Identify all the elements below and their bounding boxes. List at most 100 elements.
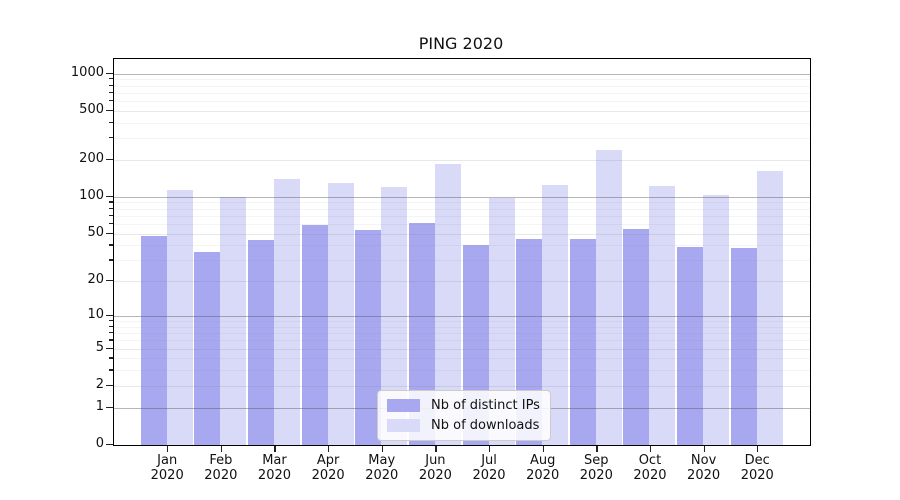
y-minor-tick-40 bbox=[109, 244, 113, 246]
y-tick-label-5: 5 bbox=[95, 339, 104, 355]
bar-sep-downloads bbox=[595, 150, 622, 445]
x-tick-label-feb: Feb 2020 bbox=[204, 453, 238, 483]
x-tick-label-apr: Apr 2020 bbox=[311, 453, 345, 483]
bar-nov-downloads bbox=[703, 194, 730, 445]
gridline-minor-400 bbox=[114, 122, 810, 124]
bar-feb-distinct-ips bbox=[194, 252, 221, 445]
y-minor-tick-60 bbox=[109, 222, 113, 225]
x-tick-mark-9 bbox=[596, 446, 598, 452]
y-tick-mark-500 bbox=[106, 109, 113, 111]
x-tick-label-jul: Jul 2020 bbox=[472, 453, 506, 483]
gridline-minor-80 bbox=[114, 208, 810, 210]
bar-oct-downloads bbox=[649, 185, 676, 445]
plot-area: Nb of distinct IPs Nb of downloads bbox=[113, 58, 811, 446]
y-tick-label-0: 0 bbox=[95, 436, 104, 451]
y-tick-label-1000: 1000 bbox=[70, 64, 104, 80]
gridline-minor-6 bbox=[114, 340, 810, 342]
y-minor-tick-400 bbox=[109, 121, 113, 123]
gridline-minor-7 bbox=[114, 333, 810, 335]
y-tick-mark-1000 bbox=[106, 72, 113, 74]
y-tick-label-200: 200 bbox=[79, 150, 104, 166]
y-tick-mark-2 bbox=[106, 384, 113, 387]
bar-dec-distinct-ips bbox=[730, 248, 757, 445]
gridline-minor-70 bbox=[114, 215, 810, 217]
y-minor-tick-8 bbox=[109, 325, 113, 328]
gridline-minor-40 bbox=[114, 245, 810, 247]
x-tick-mark-4 bbox=[328, 446, 330, 452]
bar-dec-downloads bbox=[756, 171, 783, 445]
x-tick-mark-1 bbox=[167, 446, 169, 452]
y-tick-label-500: 500 bbox=[79, 101, 104, 117]
legend-swatch-downloads bbox=[387, 419, 420, 432]
legend-label-downloads: Nb of downloads bbox=[431, 418, 540, 433]
y-minor-tick-600 bbox=[109, 99, 113, 102]
legend-label-distinct-ips: Nb of distinct IPs bbox=[431, 398, 540, 413]
gridline-minor-700 bbox=[114, 92, 810, 94]
x-tick-label-nov: Nov 2020 bbox=[687, 453, 721, 483]
x-tick-label-jan: Jan 2020 bbox=[150, 453, 184, 483]
gridline-200 bbox=[114, 159, 810, 161]
y-minor-tick-7 bbox=[109, 332, 113, 334]
y-minor-tick-700 bbox=[109, 91, 113, 93]
x-tick-mark-7 bbox=[489, 446, 491, 452]
y-tick-label-10: 10 bbox=[87, 307, 104, 323]
bar-apr-distinct-ips bbox=[301, 224, 328, 445]
gridline-5 bbox=[114, 348, 810, 350]
bar-mar-downloads bbox=[273, 178, 300, 445]
bar-oct-distinct-ips bbox=[623, 228, 650, 445]
gridline-10 bbox=[114, 316, 810, 318]
bar-may-distinct-ips bbox=[355, 229, 382, 445]
x-tick-label-sep: Sep 2020 bbox=[579, 453, 613, 483]
chart-title: PING 2020 bbox=[418, 34, 504, 53]
gridline-minor-800 bbox=[114, 85, 810, 87]
x-tick-label-mar: Mar 2020 bbox=[257, 453, 292, 483]
gridline-2 bbox=[114, 385, 810, 387]
bar-jan-downloads bbox=[166, 190, 193, 445]
x-tick-label-oct: Oct 2020 bbox=[633, 453, 667, 483]
y-tick-label-50: 50 bbox=[87, 224, 104, 240]
x-tick-mark-2 bbox=[220, 446, 223, 452]
gridline-minor-9 bbox=[114, 321, 810, 323]
x-tick-label-dec: Dec 2020 bbox=[740, 453, 774, 483]
gridline-minor-90 bbox=[114, 202, 810, 204]
y-minor-tick-800 bbox=[109, 84, 113, 86]
gridline-20 bbox=[114, 281, 810, 283]
x-tick-mark-11 bbox=[703, 446, 705, 452]
y-minor-tick-30 bbox=[109, 259, 113, 261]
legend-swatch-distinct-ips bbox=[387, 399, 420, 412]
y-tick-label-2: 2 bbox=[95, 376, 104, 392]
y-minor-tick-6 bbox=[109, 339, 113, 341]
bar-nov-distinct-ips bbox=[677, 246, 704, 445]
gridline-minor-300 bbox=[114, 138, 810, 140]
y-minor-tick-3 bbox=[109, 369, 113, 371]
x-tick-mark-8 bbox=[542, 446, 544, 452]
legend: Nb of distinct IPs Nb of downloads bbox=[377, 390, 551, 441]
y-tick-mark-50 bbox=[106, 232, 113, 234]
gridline-minor-600 bbox=[114, 100, 810, 102]
y-tick-mark-10 bbox=[106, 315, 113, 317]
gridline-minor-4 bbox=[114, 358, 810, 360]
x-tick-mark-6 bbox=[435, 446, 437, 452]
gridline-minor-3 bbox=[114, 370, 810, 372]
gridline-minor-60 bbox=[114, 223, 810, 225]
y-tick-label-20: 20 bbox=[87, 272, 104, 288]
x-tick-mark-12 bbox=[757, 446, 759, 452]
gridline-minor-8 bbox=[114, 326, 810, 328]
y-tick-label-100: 100 bbox=[79, 187, 104, 203]
y-tick-mark-20 bbox=[106, 280, 113, 282]
bar-feb-downloads bbox=[220, 196, 247, 445]
bar-mar-distinct-ips bbox=[247, 240, 274, 445]
gridline-minor-900 bbox=[114, 79, 810, 81]
legend-item-distinct-ips: Nb of distinct IPs bbox=[387, 398, 540, 413]
x-tick-label-may: May 2020 bbox=[365, 453, 399, 483]
x-tick-mark-10 bbox=[649, 446, 652, 452]
x-tick-label-jun: Jun 2020 bbox=[418, 453, 452, 483]
gridline-1000 bbox=[114, 73, 810, 75]
gridline-100 bbox=[114, 196, 810, 198]
legend-item-downloads: Nb of downloads bbox=[387, 418, 540, 433]
gridline-50 bbox=[114, 233, 810, 235]
y-tick-label-1: 1 bbox=[95, 398, 104, 414]
gridline-minor-30 bbox=[114, 260, 810, 262]
y-minor-tick-4 bbox=[109, 357, 113, 359]
